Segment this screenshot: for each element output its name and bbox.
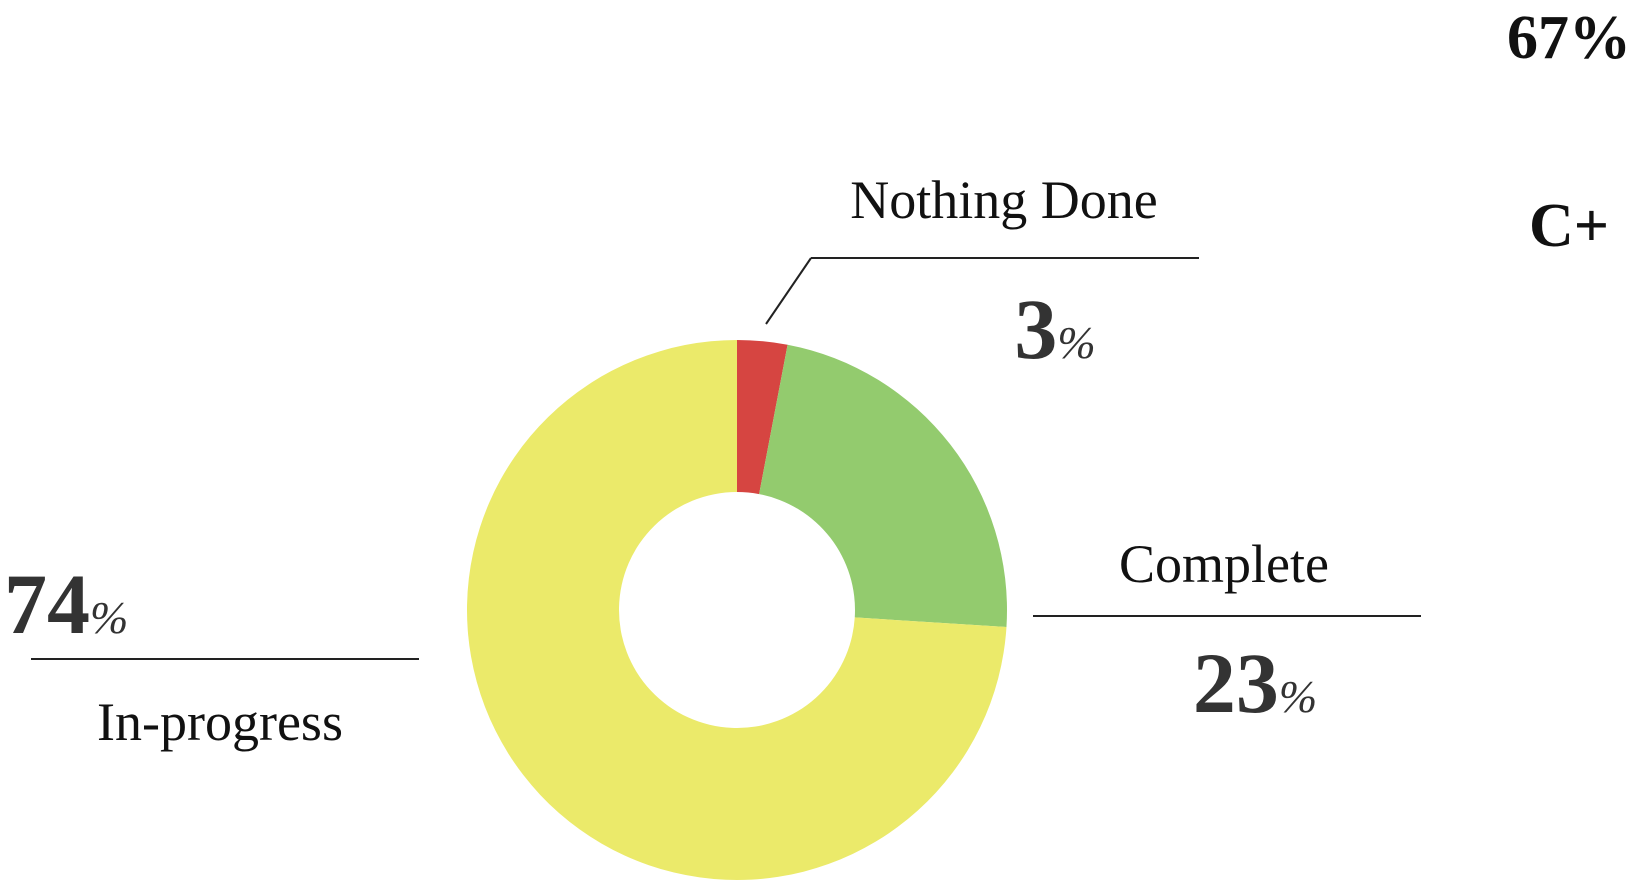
score: 67% bbox=[1507, 4, 1631, 72]
value-label: 23% bbox=[1193, 635, 1317, 731]
slice bbox=[759, 344, 1007, 627]
value-number: 23 bbox=[1193, 635, 1279, 731]
value-label: 74% bbox=[4, 556, 128, 652]
value-unit: % bbox=[90, 592, 128, 643]
value-number: 3 bbox=[1014, 281, 1057, 377]
grade: C+ bbox=[1529, 192, 1609, 260]
value-number: 74 bbox=[4, 556, 90, 652]
value-unit: % bbox=[1057, 317, 1095, 368]
slice-label: In-progress bbox=[97, 692, 343, 752]
value-label: 3% bbox=[1014, 281, 1095, 377]
value-unit: % bbox=[1279, 671, 1317, 722]
slice-label: Complete bbox=[1119, 534, 1329, 594]
slice bbox=[737, 340, 788, 495]
slice-label: Nothing Done bbox=[850, 170, 1157, 230]
slice bbox=[467, 340, 1007, 880]
leader-line bbox=[765, 257, 812, 325]
